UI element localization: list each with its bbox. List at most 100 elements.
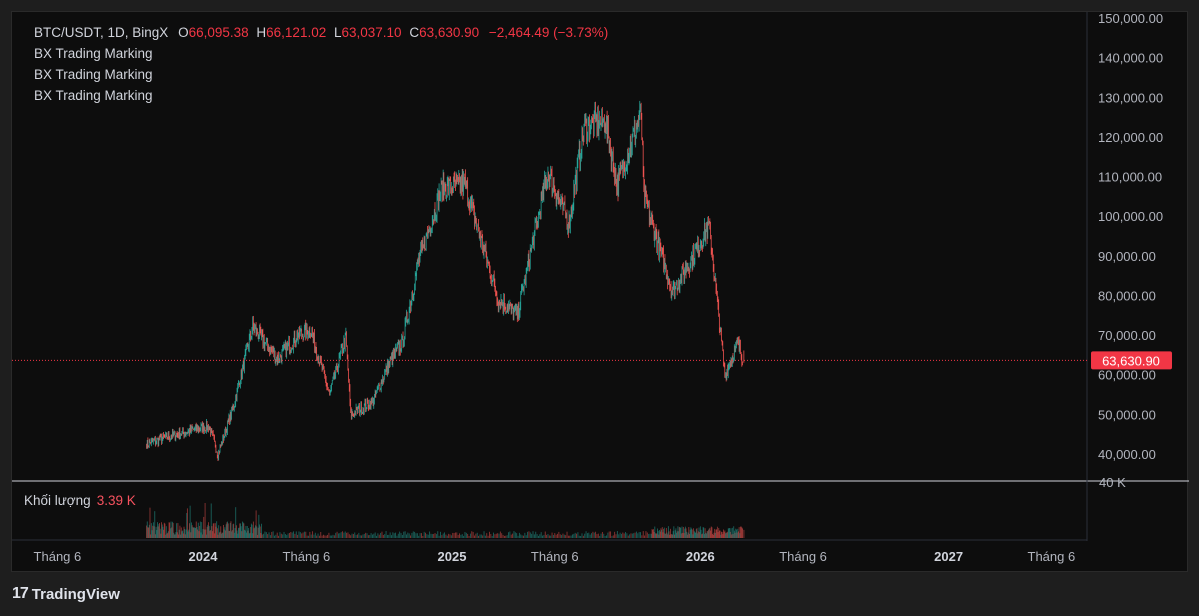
volume-bar <box>538 535 539 538</box>
volume-bar <box>652 529 654 538</box>
volume-bar <box>293 531 294 538</box>
volume-bar <box>467 533 469 538</box>
tradingview-logo[interactable]: 17 TradingView <box>12 585 120 603</box>
volume-bar <box>629 534 631 538</box>
volume-bar <box>159 522 160 538</box>
time-tick-label: Tháng 6 <box>779 549 827 564</box>
volume-bar <box>220 533 222 538</box>
chart-canvas[interactable]: 150,000.00 140,000.00 130,000.00 120,000.00… <box>12 12 1189 573</box>
volume-bar <box>723 529 724 538</box>
volume-bar <box>520 534 522 538</box>
volume-bar <box>154 511 156 538</box>
price-axis[interactable]: 150,000.00 140,000.00 130,000.00 120,000.00… <box>1098 12 1163 462</box>
volume-bar <box>597 533 599 538</box>
volume-bar <box>190 532 192 538</box>
volume-bar <box>431 534 433 538</box>
volume-bar <box>308 535 309 538</box>
volume-bar <box>673 526 675 538</box>
volume-bar <box>275 534 277 538</box>
volume-bar <box>716 529 718 538</box>
volume-bar <box>287 533 289 538</box>
volume-bar <box>551 532 553 538</box>
volume-bar <box>591 533 592 538</box>
volume-bar <box>679 527 681 538</box>
open-label: O <box>178 25 189 40</box>
volume-bar <box>324 535 326 538</box>
indicator-legend-3[interactable]: BX Trading Marking <box>34 88 153 103</box>
last-price-label: 63,630.90 <box>1102 353 1160 368</box>
volume-bar <box>463 535 465 538</box>
volume-bar <box>633 533 635 538</box>
volume-bar <box>550 535 552 538</box>
low-value: 63,037.10 <box>341 25 402 40</box>
volume-bar <box>407 532 409 538</box>
volume-bar <box>630 533 632 538</box>
volume-bar <box>648 533 650 538</box>
volume-bar <box>182 533 184 538</box>
volume-bar <box>444 532 446 538</box>
volume-bar <box>585 531 587 538</box>
volume-bar <box>674 530 676 538</box>
volume-bar <box>257 527 259 538</box>
volume-bar <box>168 522 170 538</box>
volume-bar <box>250 523 252 538</box>
volume-bar <box>459 533 460 538</box>
symbol-label[interactable]: BTC/USDT, 1D, BingX <box>34 25 169 40</box>
price-tick-label: 150,000.00 <box>1098 12 1163 26</box>
price-tick-label: 90,000.00 <box>1098 249 1156 264</box>
volume-bar <box>733 526 735 538</box>
volume-bar <box>521 535 523 538</box>
volume-bar <box>654 526 656 538</box>
volume-bar <box>604 535 606 538</box>
volume-bar <box>212 523 214 538</box>
volume-bar <box>619 532 621 538</box>
volume-bar <box>251 524 253 538</box>
chart-frame[interactable]: 150,000.00 140,000.00 130,000.00 120,000.00… <box>11 11 1189 573</box>
volume-bar <box>729 527 731 538</box>
indicator-legend-1[interactable]: BX Trading Marking <box>34 46 153 61</box>
volume-bar <box>366 533 368 538</box>
volume-bar <box>254 527 256 538</box>
volume-bar <box>290 532 292 538</box>
time-tick-label: 2025 <box>438 549 467 564</box>
volume-bar <box>301 533 303 538</box>
indicator-legend-2[interactable]: BX Trading Marking <box>34 67 153 82</box>
price-tick-label: 140,000.00 <box>1098 51 1163 66</box>
price-tick-label: 60,000.00 <box>1098 368 1156 383</box>
volume-bar <box>489 531 490 538</box>
volume-bar <box>525 535 527 538</box>
volume-bar <box>486 533 488 538</box>
volume-bar <box>279 532 281 538</box>
volume-bar <box>214 533 216 538</box>
volume-bar <box>350 535 352 538</box>
volume-bar <box>478 535 480 538</box>
volume-bar <box>677 526 679 538</box>
volume-bar <box>385 531 387 538</box>
price-tick-label: 80,000.00 <box>1098 288 1156 303</box>
price-tick-label: 40,000.00 <box>1098 447 1156 462</box>
price-tick-label: 120,000.00 <box>1098 130 1163 145</box>
volume-bar <box>347 532 349 538</box>
volume-bar <box>199 521 201 538</box>
volume-bar <box>336 531 338 538</box>
volume-bar <box>691 528 692 538</box>
volume-bar <box>380 532 382 538</box>
volume-bar <box>193 527 194 538</box>
volume-bar <box>659 530 660 538</box>
volume-legend[interactable]: Khối lượng 3.39 K <box>24 493 136 508</box>
volume-bar <box>572 534 573 538</box>
volume-bar <box>652 529 654 538</box>
volume-bar <box>229 530 231 538</box>
volume-bar <box>149 507 151 538</box>
volume-bar <box>400 533 402 538</box>
volume-bar <box>448 533 450 538</box>
volume-bar <box>154 534 156 538</box>
volume-bar <box>219 531 221 538</box>
volume-bar <box>586 533 588 538</box>
candles-group <box>146 100 745 462</box>
volume-bar <box>403 531 405 538</box>
volume-bar <box>195 521 197 538</box>
volume-bar <box>246 526 248 538</box>
volume-bar <box>178 534 180 538</box>
time-axis[interactable]: Tháng 6 2024 Tháng 6 2025 Tháng 6 2026 Tháng 6… <box>34 549 1076 564</box>
